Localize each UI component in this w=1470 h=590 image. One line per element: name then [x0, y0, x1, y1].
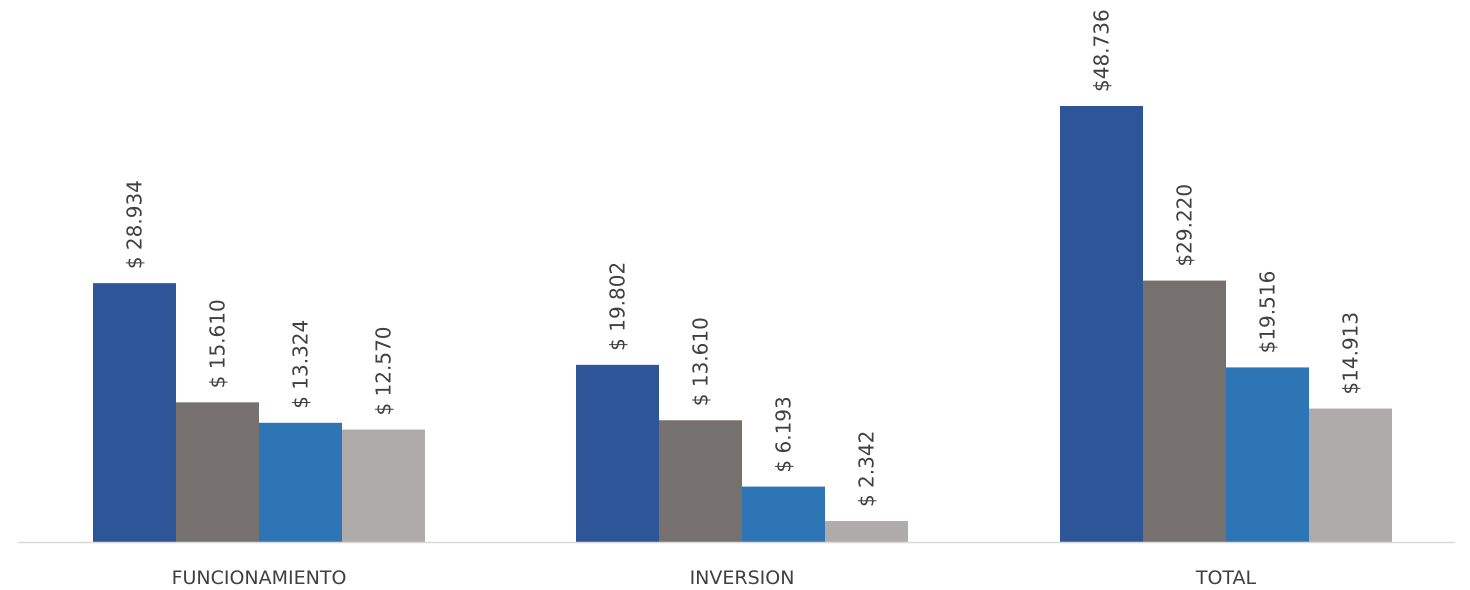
bar-inversion-s4 — [825, 521, 908, 542]
bar-inversion-s3 — [742, 486, 825, 542]
data-label-funcionamiento-s3: $ 13.324 — [289, 320, 313, 409]
bars-layer — [93, 106, 1392, 542]
data-label-inversion-s3: $ 6.193 — [772, 396, 796, 472]
category-labels-layer: FUNCIONAMIENTO INVERSION TOTAL — [172, 567, 1257, 589]
data-label-total-s4: $14.913 — [1339, 312, 1363, 395]
data-label-funcionamiento-s2: $ 15.610 — [206, 299, 230, 388]
data-label-inversion-s1: $ 19.802 — [606, 262, 630, 351]
bar-total-s1 — [1060, 106, 1143, 542]
data-label-inversion-s4: $ 2.342 — [855, 431, 879, 507]
bar-inversion-s2 — [659, 420, 742, 542]
data-label-funcionamiento-s1: $ 28.934 — [123, 180, 147, 269]
data-label-inversion-s2: $ 13.610 — [689, 317, 713, 406]
value-labels-layer: $ 28.934 $ 15.610 $ 13.324 $ 12.570 $ 19.802… — [123, 9, 1363, 507]
category-label-funcionamiento: FUNCIONAMIENTO — [172, 567, 347, 589]
data-label-total-s2: $29.220 — [1173, 184, 1197, 267]
bar-total-s4 — [1309, 408, 1392, 542]
bar-funcionamiento-s1 — [93, 283, 176, 542]
bar-inversion-s1 — [576, 364, 659, 542]
bar-total-s3 — [1226, 367, 1309, 542]
data-label-total-s3: $19.516 — [1256, 271, 1280, 354]
bar-total-s2 — [1143, 280, 1226, 542]
bar-funcionamiento-s4 — [342, 429, 425, 542]
category-label-total: TOTAL — [1195, 567, 1257, 589]
category-label-inversion: INVERSION — [690, 567, 795, 589]
bar-funcionamiento-s2 — [176, 402, 259, 542]
data-label-funcionamiento-s4: $ 12.570 — [372, 326, 396, 415]
bar-funcionamiento-s3 — [259, 422, 342, 542]
data-label-total-s1: $48.736 — [1090, 9, 1114, 92]
